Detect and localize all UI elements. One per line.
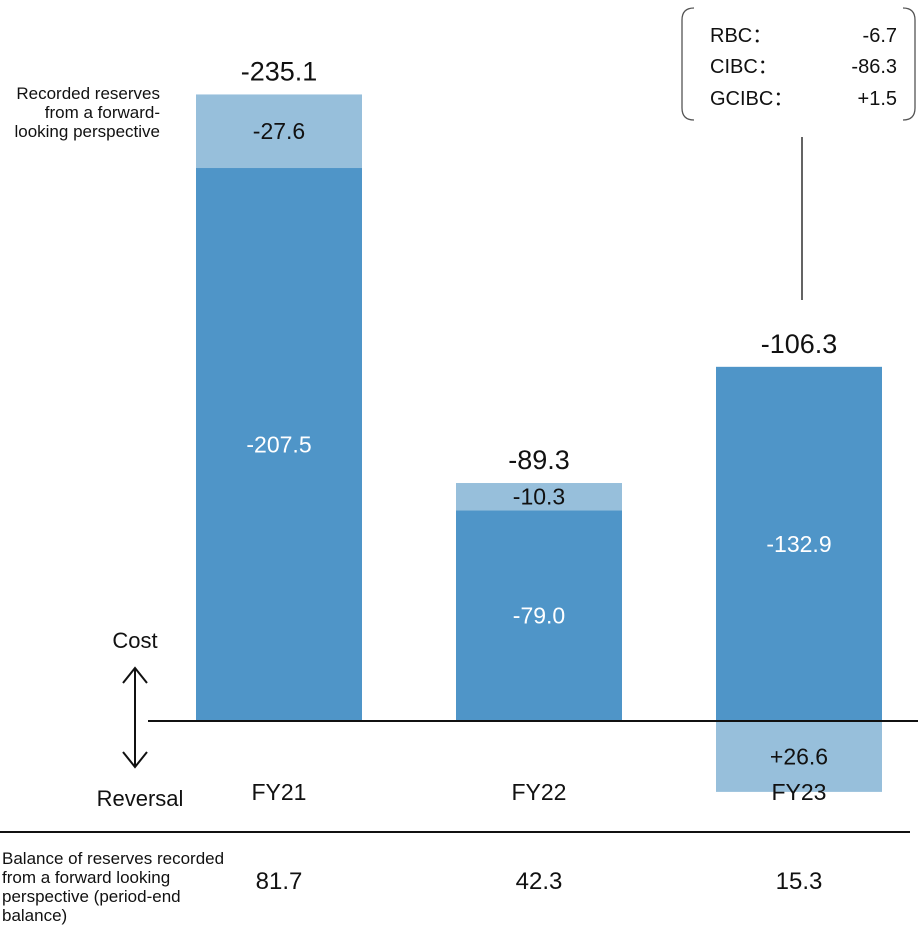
callout-value-cibc: -86.3 — [851, 56, 897, 78]
bar-base-fy21 — [196, 168, 362, 721]
label-base-fy21: -207.5 — [246, 432, 311, 458]
label-base-fy23: -132.9 — [766, 531, 831, 557]
label-forward-fy22: -10.3 — [513, 484, 565, 510]
balance-row-label: Balance of reserves recorded from a forw… — [2, 849, 225, 925]
category-labels: FY21 FY22 FY23 — [252, 779, 827, 805]
bar-forward-fy23 — [716, 721, 882, 792]
callout-label-cibc: CIBC： — [710, 56, 778, 78]
cost-reversal-arrow — [122, 666, 148, 769]
category-label-fy21: FY21 — [252, 779, 307, 805]
balance-values: 81.7 42.3 15.3 — [256, 868, 823, 895]
label-total-fy23: -106.3 — [761, 329, 838, 359]
label-total-fy22: -89.3 — [508, 445, 570, 475]
callout-label-gcibc: GCIBC： — [710, 88, 793, 110]
callout-rows: RBC： -6.7 CIBC： -86.3 GCIBC： +1.5 — [710, 25, 897, 110]
label-base-fy22: -79.0 — [513, 603, 565, 629]
label-forward-fy23: +26.6 — [770, 743, 828, 769]
balance-value-fy21: 81.7 — [256, 868, 303, 895]
bar-forward-fy21 — [196, 94, 362, 169]
bars-group: -207.5 -27.6 -235.1 -79.0 -10.3 -89.3 -132.9 +2… — [196, 56, 882, 792]
callout-label-rbc: RBC： — [710, 25, 772, 47]
callout-value-gcibc: +1.5 — [858, 88, 897, 110]
bar-base-fy22 — [456, 510, 622, 721]
balance-value-fy23: 15.3 — [776, 868, 823, 895]
reversal-label: Reversal — [97, 786, 184, 811]
bar-forward-fy22 — [456, 483, 622, 511]
label-total-fy21: -235.1 — [241, 56, 318, 86]
callout-value-rbc: -6.7 — [863, 25, 897, 47]
category-label-fy23: FY23 — [772, 779, 827, 805]
cost-label: Cost — [112, 628, 157, 653]
label-forward-fy21: -27.6 — [253, 118, 305, 144]
bar-base-fy23 — [716, 366, 882, 721]
callout-bracket — [681, 7, 916, 300]
category-label-fy22: FY22 — [512, 779, 567, 805]
balance-value-fy22: 42.3 — [516, 868, 563, 895]
forward-series-annotation: Recorded reserves from a forward-looking… — [14, 84, 160, 141]
